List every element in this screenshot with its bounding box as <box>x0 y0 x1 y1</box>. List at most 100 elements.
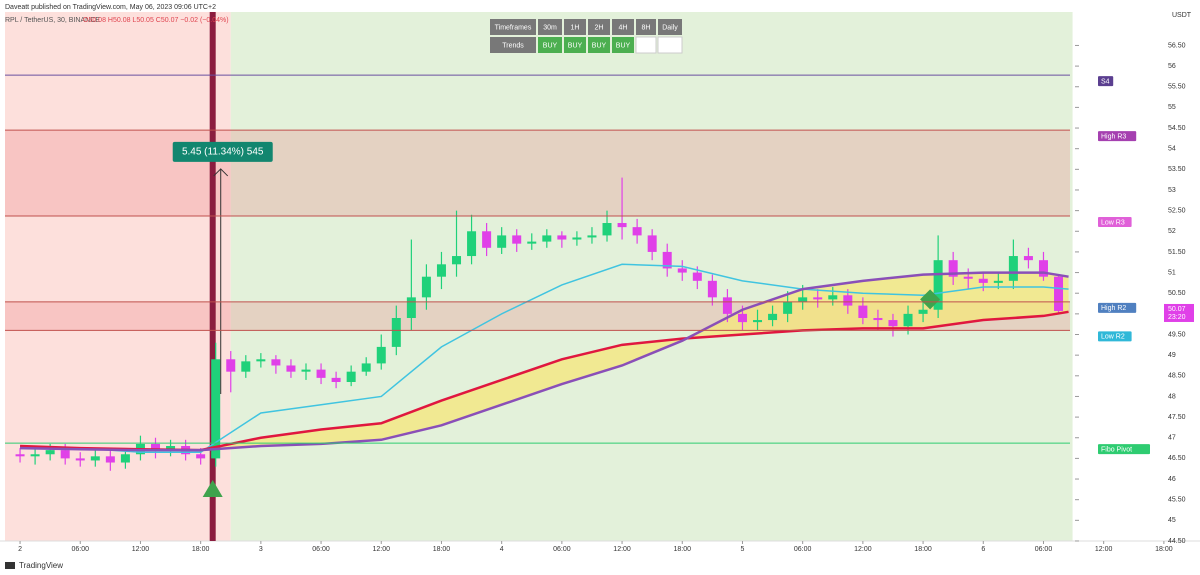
level-label: Fibo Pivot <box>1101 446 1132 453</box>
candle-body <box>60 450 70 459</box>
brand-text: TradingView <box>19 561 63 570</box>
candle-body <box>768 313 778 321</box>
level-band <box>5 130 1070 216</box>
candle-body <box>843 295 853 306</box>
cloud-fill <box>20 272 1069 451</box>
candle-body <box>1038 260 1048 277</box>
y-tick-label: 46 <box>1168 476 1176 483</box>
candle-body <box>918 309 928 314</box>
y-tick-label: 50.50 <box>1168 290 1186 297</box>
y-tick-label: 53.50 <box>1168 166 1186 173</box>
level-label: Low R3 <box>1101 219 1125 226</box>
table-header-text: 1H <box>571 24 580 31</box>
candle-body <box>888 320 898 327</box>
candle-body <box>557 235 567 240</box>
plot-layer <box>15 12 1069 541</box>
x-tick-label: 12:00 <box>854 546 872 553</box>
y-tick-label: 56.50 <box>1168 42 1186 49</box>
y-tick-label: 44.50 <box>1168 538 1186 545</box>
currency: USDT <box>1172 12 1192 19</box>
ohlc-legend: O50.08 H50.08 L50.05 C50.07 −0.02 (−0.04… <box>83 17 229 24</box>
candle-body <box>361 363 371 372</box>
x-tick-label: 3 <box>259 546 263 553</box>
candle-body <box>346 371 356 382</box>
candle-body <box>1023 256 1033 261</box>
table-header-text: 8H <box>642 24 651 31</box>
level-tag <box>1098 302 1137 313</box>
indicator-line <box>20 271 1069 452</box>
y-tick-label: 49.50 <box>1168 331 1186 338</box>
y-tick-label: 48 <box>1168 393 1176 400</box>
y-tick-label: 52 <box>1168 228 1176 235</box>
candle-body <box>90 456 100 461</box>
candle-body <box>436 264 446 277</box>
table-header-cell <box>588 19 610 35</box>
y-tick-label: 53 <box>1168 187 1176 194</box>
candle-body <box>30 454 40 457</box>
measure-label: 5.45 (11.34%) 545 <box>182 147 264 158</box>
candle-body <box>602 223 612 236</box>
x-tick-label: 18:00 <box>433 546 451 553</box>
candle-body <box>828 295 838 300</box>
y-tick-label: 49 <box>1168 352 1176 359</box>
y-tick-label: 48.50 <box>1168 373 1186 380</box>
y-tick-label: 46.50 <box>1168 455 1186 462</box>
x-tick-label: 12:00 <box>1095 546 1113 553</box>
candle-body <box>497 235 507 248</box>
candle-body <box>15 454 25 457</box>
price-axis-panel <box>1075 0 1200 575</box>
table-cell <box>538 37 562 53</box>
candle-body <box>798 297 808 302</box>
y-tick-label: 51.50 <box>1168 249 1186 256</box>
level-label: S4 <box>1101 79 1110 86</box>
candle-body <box>376 346 386 364</box>
candle-body <box>993 280 1003 283</box>
y-tick-label: 45.50 <box>1168 497 1186 504</box>
table-empty-cell <box>635 36 657 54</box>
level-tag <box>1098 131 1137 142</box>
x-tick-label: 06:00 <box>71 546 89 553</box>
x-tick-label: 2 <box>18 546 22 553</box>
candle-body <box>166 446 176 451</box>
candle-body <box>783 301 793 314</box>
candle-body <box>858 305 868 318</box>
symbol: RPL / TetherUS, 30, BINANCE <box>5 17 100 24</box>
x-tick-label: 06:00 <box>794 546 812 553</box>
candle-body <box>482 231 492 248</box>
candle-body <box>391 317 401 347</box>
level-tag <box>1098 76 1114 87</box>
table-cell-text: BUY <box>543 42 558 49</box>
y-tick-label: 54 <box>1168 146 1176 153</box>
x-tick-label: 18:00 <box>1155 546 1173 553</box>
candle-body <box>120 454 130 463</box>
candle-body <box>813 297 823 300</box>
x-tick-label: 18:00 <box>914 546 932 553</box>
candle-body <box>948 260 958 277</box>
y-tick-label: 45 <box>1168 517 1176 524</box>
price-tag-label: 50.07 <box>1168 306 1186 313</box>
candle-body <box>632 227 642 236</box>
candle-body <box>75 458 85 461</box>
candle-body <box>452 256 462 265</box>
table-header-cell <box>564 19 586 35</box>
signal-bar <box>209 12 216 541</box>
y-tick-label: 47 <box>1168 435 1176 442</box>
y-tick-label: 55 <box>1168 104 1176 111</box>
candle-body <box>331 377 341 382</box>
level-label: Low R2 <box>1101 334 1125 341</box>
brand: TradingView <box>5 561 63 570</box>
table-cell <box>490 37 536 53</box>
candle-body <box>211 359 221 459</box>
table-cell-text: BUY <box>616 42 631 49</box>
candle-body <box>1054 276 1064 311</box>
table-empty-cell <box>657 36 683 54</box>
candle-body <box>151 443 161 451</box>
x-tick-label: 12:00 <box>613 546 631 553</box>
candle-body <box>737 313 747 323</box>
x-tick-label: 6 <box>981 546 985 553</box>
table-cell <box>588 37 610 53</box>
y-tick-label: 47.50 <box>1168 414 1186 421</box>
level-tag <box>1098 444 1150 455</box>
candle-body <box>662 251 672 269</box>
table-header-text: 30m <box>543 24 557 31</box>
